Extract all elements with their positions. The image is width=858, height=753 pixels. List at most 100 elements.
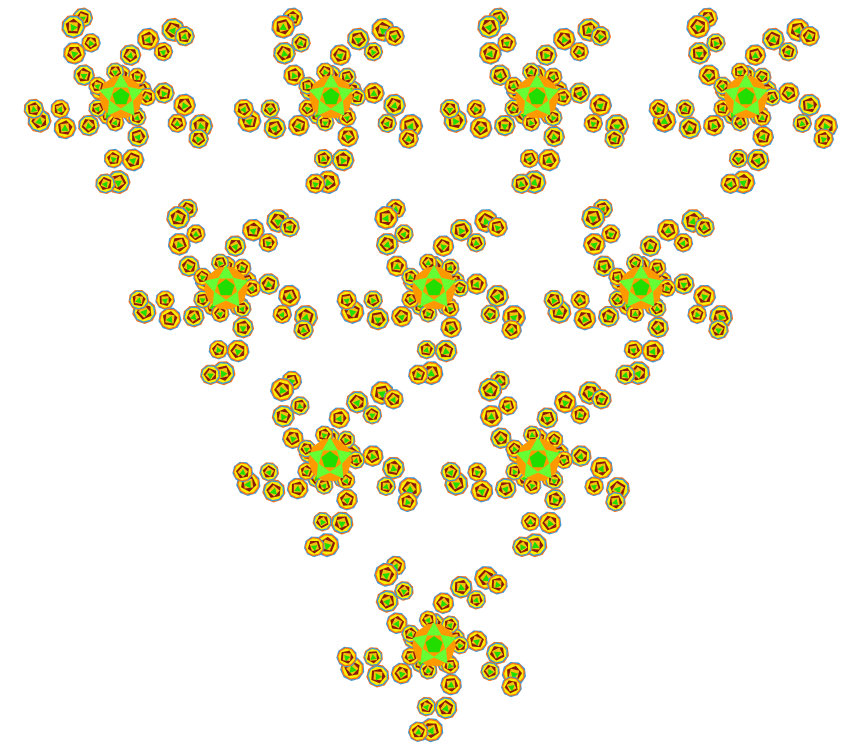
gem-green-core bbox=[192, 230, 199, 237]
gem-cell bbox=[465, 273, 488, 296]
gem-cell bbox=[792, 113, 813, 134]
gem-green-core bbox=[94, 84, 101, 90]
gem-cell bbox=[478, 377, 503, 402]
gem-green-core bbox=[174, 120, 181, 126]
gem-green-core bbox=[161, 298, 168, 305]
gem-cell bbox=[569, 82, 591, 104]
gem-cell bbox=[337, 125, 360, 148]
gem-cell bbox=[416, 340, 437, 360]
gem-cell bbox=[467, 462, 487, 482]
gem-cell bbox=[386, 255, 408, 278]
gem-cell bbox=[615, 364, 636, 386]
gem-green-core bbox=[613, 124, 621, 132]
gem-green-core bbox=[80, 73, 88, 80]
gem-green-core bbox=[504, 403, 510, 410]
gem-green-core bbox=[345, 134, 352, 142]
gem-cell bbox=[390, 305, 413, 328]
gem-green-core bbox=[391, 563, 398, 570]
cluster-star-petal bbox=[337, 86, 353, 102]
gem-cell bbox=[573, 307, 597, 331]
gem-cell bbox=[158, 307, 182, 331]
gem-cell bbox=[260, 99, 281, 119]
gem-cell bbox=[273, 41, 297, 65]
cluster-star-petal bbox=[420, 648, 435, 664]
gem-cell bbox=[232, 461, 254, 483]
gem-green-core bbox=[135, 297, 142, 304]
gem-cell bbox=[329, 44, 352, 67]
gem-cell bbox=[469, 116, 493, 140]
gem-cell bbox=[272, 304, 293, 325]
gem-green-core bbox=[297, 40, 304, 47]
cluster-star-petal bbox=[120, 100, 135, 116]
gem-cell bbox=[675, 99, 696, 119]
gem-cell bbox=[373, 562, 399, 587]
cluster-star-petal bbox=[537, 463, 552, 479]
cluster-star-petal bbox=[523, 100, 538, 116]
cluster-star-petal bbox=[232, 277, 248, 293]
gem-green-core bbox=[686, 124, 694, 132]
gem-green-core bbox=[186, 263, 193, 271]
gem-cell bbox=[363, 647, 383, 667]
cluster-star-petal bbox=[336, 449, 352, 465]
gem-green-core bbox=[701, 294, 709, 302]
gem-cell bbox=[511, 173, 532, 195]
gem-cell bbox=[381, 457, 405, 480]
gem-cell bbox=[418, 610, 438, 630]
gem-green-core bbox=[483, 217, 491, 226]
gem-green-core bbox=[487, 412, 495, 420]
gem-cell bbox=[293, 319, 314, 341]
gem-cell bbox=[336, 646, 357, 668]
cluster-star-center bbox=[425, 636, 443, 653]
gem-cell bbox=[434, 339, 458, 363]
gem-cell bbox=[73, 64, 96, 87]
gem-cell bbox=[397, 491, 418, 513]
gem-green-core bbox=[478, 489, 486, 496]
gem-green-core bbox=[529, 483, 536, 490]
gem-cell bbox=[480, 304, 501, 325]
gem-cell bbox=[583, 113, 604, 134]
gem-cell bbox=[167, 113, 188, 134]
gem-green-core bbox=[320, 155, 327, 162]
gem-cell bbox=[489, 427, 512, 450]
gem-cell bbox=[174, 25, 196, 47]
gem-cell bbox=[390, 662, 413, 685]
gem-cell bbox=[288, 114, 310, 137]
gem-green-core bbox=[383, 598, 391, 607]
gem-green-core bbox=[425, 260, 432, 266]
gem-cell bbox=[375, 589, 399, 613]
cluster-star-petal bbox=[647, 277, 663, 293]
gem-cell bbox=[720, 173, 741, 195]
gem-cell bbox=[258, 233, 279, 253]
gem-green-core bbox=[447, 469, 454, 477]
gem-green-core bbox=[343, 298, 350, 305]
gem-green-core bbox=[695, 24, 703, 32]
gem-cell bbox=[744, 44, 767, 67]
gem-cell bbox=[582, 233, 606, 256]
cluster-star-center bbox=[425, 279, 443, 296]
gem-green-core bbox=[321, 432, 328, 439]
gem-green-core bbox=[294, 485, 302, 492]
cluster-star-center bbox=[217, 279, 235, 296]
gem-green-core bbox=[344, 437, 350, 444]
gem-green-core bbox=[189, 313, 197, 321]
gem-green-core bbox=[239, 326, 247, 333]
gem-cell bbox=[259, 462, 279, 482]
gem-cell bbox=[449, 218, 473, 242]
gem-cell bbox=[657, 278, 677, 298]
cluster-star-petal bbox=[204, 277, 220, 293]
gem-green-core bbox=[654, 266, 660, 272]
gem-green-core bbox=[393, 263, 401, 270]
gem-cell bbox=[328, 407, 351, 430]
gem-cell bbox=[470, 479, 494, 503]
gem-green-core bbox=[325, 178, 333, 187]
gem-green-core bbox=[300, 326, 308, 333]
gem-green-core bbox=[447, 681, 455, 688]
gem-green-core bbox=[165, 315, 173, 324]
gem-green-core bbox=[495, 581, 502, 588]
gem-green-core bbox=[297, 403, 304, 409]
gem-green-core bbox=[598, 397, 605, 404]
gem-cell bbox=[466, 99, 487, 119]
gem-cell bbox=[137, 27, 160, 51]
gem-cell bbox=[479, 41, 502, 65]
gem-green-core bbox=[335, 415, 342, 423]
